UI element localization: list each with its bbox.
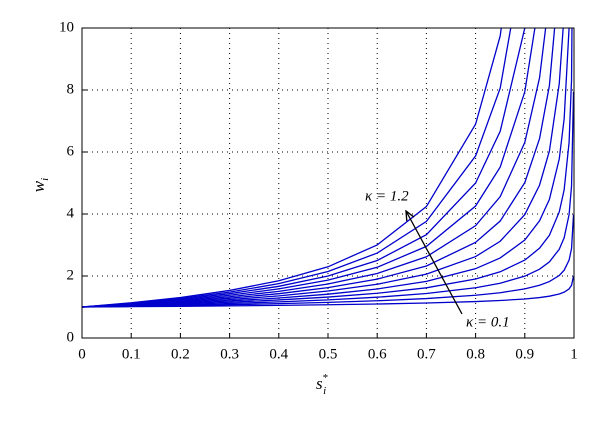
x-axis-label: s* i (316, 372, 328, 397)
x-tick-label: 0.9 (515, 346, 534, 362)
y-tick-label: 4 (67, 205, 75, 221)
x-tick-label: 0.8 (466, 346, 485, 362)
y-tick-label: 10 (59, 19, 74, 35)
x-axis-label-base: s (316, 374, 323, 393)
line (82, 91, 574, 308)
y-axis-label-base: w (29, 180, 48, 192)
line (82, 28, 536, 308)
x-tick-label: 0.6 (368, 346, 387, 362)
annotation: κ = 0.1 (466, 314, 510, 330)
y-tick-label: 2 (67, 267, 75, 283)
y-tick-label: 8 (67, 81, 75, 97)
x-tick-label: 0.4 (269, 346, 288, 362)
x-axis-label-sub: i (323, 385, 326, 397)
y-tick-label: 6 (67, 143, 75, 159)
lines (82, 28, 574, 308)
x-tick-label: 0.3 (220, 346, 239, 362)
x-tick-label: 0.7 (417, 346, 436, 362)
line (82, 28, 502, 308)
annotation: κ = 1.2 (365, 188, 409, 204)
line (82, 28, 573, 308)
line (82, 28, 570, 308)
arrow (406, 211, 463, 315)
line (82, 28, 512, 308)
line (82, 28, 564, 308)
y-axis-label: wi (29, 178, 51, 192)
x-tick-label: 0.1 (122, 346, 141, 362)
x-tick-label: 1 (570, 346, 578, 362)
x-tick-label: 0 (78, 346, 86, 362)
x-tick-label: 0.5 (319, 346, 338, 362)
line (82, 28, 556, 308)
line (82, 276, 574, 308)
line (82, 28, 526, 308)
y-tick-label: 0 (67, 329, 75, 345)
x-tick-label: 0.2 (171, 346, 190, 362)
y-axis-label-sub: i (39, 178, 51, 181)
line (82, 214, 574, 308)
line (82, 28, 547, 308)
x-axis-label-sup: * (323, 372, 329, 384)
